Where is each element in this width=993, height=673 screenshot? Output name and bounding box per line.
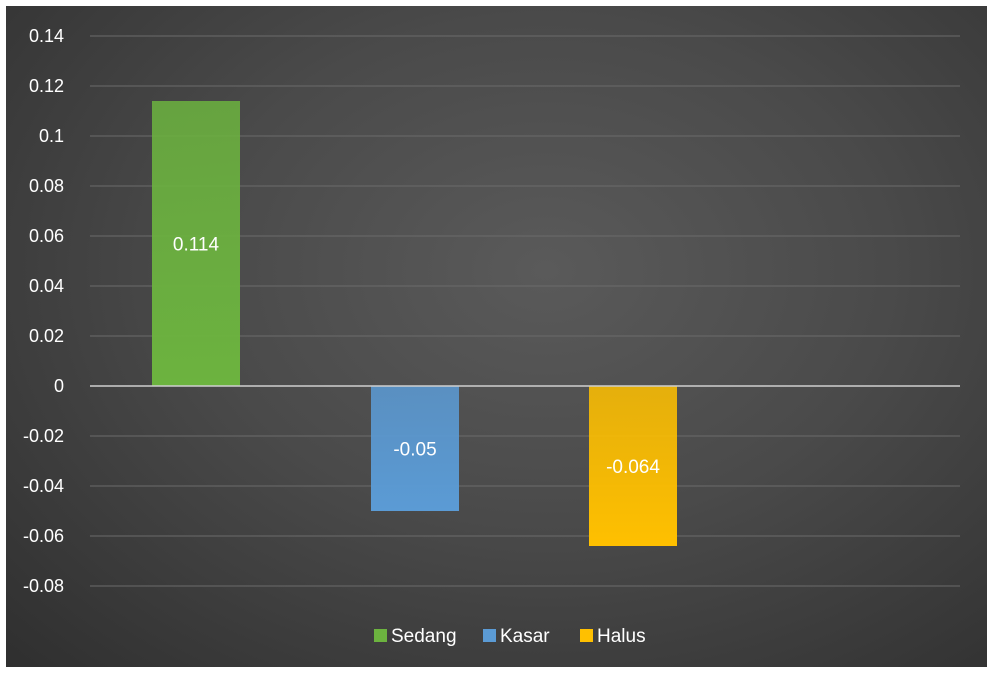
legend-swatch-halus (580, 629, 593, 642)
y-tick-label: 0.06 (29, 226, 64, 246)
legend: Sedang Kasar Halus (374, 626, 646, 647)
data-label-kasar: -0.05 (393, 440, 436, 461)
y-tick-label: 0.14 (29, 26, 64, 46)
legend-label-kasar: Kasar (500, 626, 550, 647)
y-axis-ticks: 0.14 0.12 0.1 0.08 0.06 0.04 0.02 0 -0.02 -0.04 -0… (23, 26, 64, 596)
bar-chart: 0.14 0.12 0.1 0.08 0.06 0.04 0.02 0 -0.02 -0.04 -0… (23, 26, 960, 647)
legend-label-halus: Halus (597, 626, 646, 647)
y-tick-label: -0.08 (23, 576, 64, 596)
chart-area: 0.14 0.12 0.1 0.08 0.06 0.04 0.02 0 -0.02 -0.04 -0… (6, 6, 987, 667)
legend-swatch-sedang (374, 629, 387, 642)
data-labels: 0.114 -0.05 -0.064 (173, 235, 660, 479)
y-tick-label: 0.04 (29, 276, 64, 296)
y-tick-label: -0.02 (23, 426, 64, 446)
y-tick-label: 0 (54, 376, 64, 396)
data-label-sedang: 0.114 (173, 235, 220, 256)
y-tick-label: 0.12 (29, 76, 64, 96)
y-tick-label: 0.08 (29, 176, 64, 196)
legend-label-sedang: Sedang (391, 626, 457, 647)
data-label-halus: -0.064 (606, 457, 660, 478)
y-tick-label: -0.04 (23, 476, 64, 496)
bar-kasar (371, 386, 459, 511)
y-tick-label: -0.06 (23, 526, 64, 546)
legend-swatch-kasar (483, 629, 496, 642)
y-tick-label: 0.1 (39, 126, 64, 146)
bar-halus (589, 386, 677, 546)
bar-sedang (152, 101, 240, 386)
bars (152, 101, 677, 546)
y-tick-label: 0.02 (29, 326, 64, 346)
